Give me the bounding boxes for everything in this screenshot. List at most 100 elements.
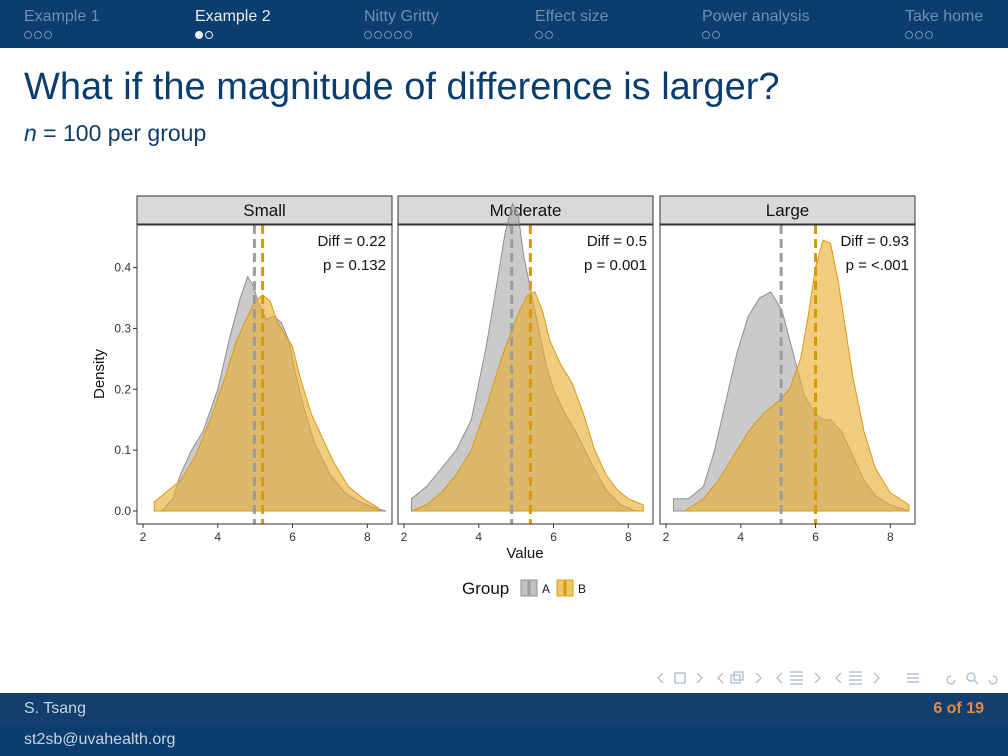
x-tick-label: 4: [214, 530, 221, 544]
panel-diff-label: Diff = 0.22: [317, 233, 386, 250]
nav-frame-dot[interactable]: [24, 31, 32, 39]
nav-next-subsection-icon[interactable]: [755, 672, 762, 684]
nav-search-icon[interactable]: [966, 672, 979, 685]
y-tick-label: 0.0: [114, 504, 131, 518]
facet-strip-label: Large: [766, 201, 809, 220]
nav-frame-dot[interactable]: [905, 31, 913, 39]
y-tick-label: 0.1: [114, 443, 131, 457]
nav-back-icon[interactable]: [946, 675, 956, 685]
y-tick-label: 0.2: [114, 382, 131, 396]
x-tick-label: 2: [401, 530, 408, 544]
nav-frame-dot[interactable]: [195, 31, 203, 39]
facet-strip: [136, 195, 393, 225]
legend-title: Group: [462, 579, 509, 598]
panel-p-label: p = 0.001: [584, 257, 647, 274]
nav-section-example-1[interactable]: Example 1: [24, 8, 100, 25]
nav-frame-dot[interactable]: [915, 31, 923, 39]
x-tick-label: 6: [550, 530, 557, 544]
footer-email-bar: [0, 724, 1008, 756]
nav-frame-dot[interactable]: [205, 31, 213, 39]
panel-diff-label: Diff = 0.5: [587, 233, 647, 250]
nav-frame-dots: [905, 31, 933, 41]
facet-strip-label: Moderate: [490, 201, 562, 220]
facet-panel-moderate: Moderate Diff = 0.5 p = 0.001 2 4 6 8: [397, 195, 654, 544]
section-navigation-bar: [0, 0, 1008, 48]
nav-section-effect-size[interactable]: Effect size: [535, 8, 609, 25]
footer-author-bar: [0, 693, 1008, 724]
nav-frame-dot[interactable]: [702, 31, 710, 39]
y-tick-label: 0.4: [114, 261, 131, 275]
nav-frame-dots: [24, 31, 52, 41]
facet-strip-label: Small: [243, 201, 286, 220]
legend-label-b: B: [578, 582, 586, 596]
nav-subsection-icon[interactable]: [730, 671, 744, 684]
subtitle-variable: n: [24, 120, 37, 146]
nav-appendix-icon[interactable]: [907, 673, 919, 683]
legend: Group A B: [462, 579, 586, 598]
subtitle-text: = 100 per group: [36, 120, 207, 146]
x-tick-label: 8: [625, 530, 632, 544]
page-number: 6 of 19: [933, 700, 984, 717]
slide-title: What if the magnitude of difference is l…: [24, 66, 780, 108]
nav-frame-dot[interactable]: [925, 31, 933, 39]
nav-next-document-icon[interactable]: [873, 672, 880, 684]
nav-prev-frame-icon[interactable]: [657, 672, 664, 684]
x-tick-label: 6: [812, 530, 819, 544]
footer-email: st2sb@uvahealth.org: [24, 731, 176, 748]
nav-next-section-icon[interactable]: [814, 672, 821, 684]
facet-strip: [659, 195, 916, 225]
legend-label-a: A: [542, 582, 550, 596]
footer-author: S. Tsang: [24, 700, 86, 717]
nav-section-nitty-gritty[interactable]: Nitty Gritty: [364, 8, 439, 25]
density-chart: Small Diff = 0.22 p = 0.132 2 4 6 8 0.0 0.1 0.2 0.…: [91, 195, 916, 598]
nav-document-icon[interactable]: [849, 671, 862, 685]
nav-frame-dot[interactable]: [34, 31, 42, 39]
nav-frame-dots: [535, 31, 553, 41]
nav-frame-icon[interactable]: [674, 672, 686, 684]
nav-frame-dot[interactable]: [535, 31, 543, 39]
y-axis-label: Density: [91, 348, 108, 399]
y-tick-label: 0.3: [114, 321, 131, 335]
facet-panel-small: Small Diff = 0.22 p = 0.132 2 4 6 8 0.0 0.1 0.2 0.…: [114, 195, 393, 544]
nav-frame-dot[interactable]: [44, 31, 52, 39]
x-tick-label: 8: [887, 530, 894, 544]
facet-strip: [397, 195, 654, 225]
nav-frame-dots: [364, 31, 412, 41]
nav-frame-dot[interactable]: [712, 31, 720, 39]
nav-frame-dot[interactable]: [384, 31, 392, 39]
panel-border: [659, 224, 916, 525]
nav-frame-dot[interactable]: [374, 31, 382, 39]
nav-forward-icon[interactable]: [988, 675, 998, 685]
panel-border: [397, 224, 654, 525]
beamer-navigation-controls: [657, 671, 998, 685]
nav-prev-section-icon[interactable]: [776, 672, 783, 684]
density-area-b: [153, 294, 379, 512]
x-tick-label: 2: [140, 530, 147, 544]
panel-border: [136, 224, 393, 525]
facet-panel-large: Large Diff = 0.93 p = <.001 2 4 6 8: [659, 195, 916, 544]
nav-prev-subsection-icon[interactable]: [717, 672, 724, 684]
nav-frame-dot[interactable]: [545, 31, 553, 39]
nav-frame-dot[interactable]: [394, 31, 402, 39]
nav-next-frame-icon[interactable]: [696, 672, 703, 684]
nav-frame-dot[interactable]: [364, 31, 372, 39]
slide-subtitle: n = 100 per group: [24, 120, 206, 147]
nav-frame-dots: [195, 31, 213, 41]
x-tick-label: 6: [289, 530, 296, 544]
nav-section-icon[interactable]: [790, 671, 803, 685]
nav-frame-dots: [702, 31, 720, 41]
panel-p-label: p = 0.132: [323, 257, 386, 274]
x-tick-label: 4: [737, 530, 744, 544]
nav-prev-document-icon[interactable]: [835, 672, 842, 684]
nav-section-take-home[interactable]: Take home: [905, 8, 984, 25]
x-axis-label: Value: [506, 545, 543, 562]
nav-section-example-2[interactable]: Example 2: [195, 8, 271, 25]
density-figure: Small Diff = 0.22 p = 0.132 2 4 6 8 0.0 0.1 0.2 0.…: [80, 190, 930, 610]
nav-frame-dot[interactable]: [404, 31, 412, 39]
panel-p-label: p = <.001: [846, 257, 909, 274]
density-area-b: [411, 291, 644, 512]
x-tick-label: 2: [663, 530, 670, 544]
x-tick-label: 4: [475, 530, 482, 544]
nav-section-power-analysis[interactable]: Power analysis: [702, 8, 810, 25]
panel-diff-label: Diff = 0.93: [840, 233, 909, 250]
